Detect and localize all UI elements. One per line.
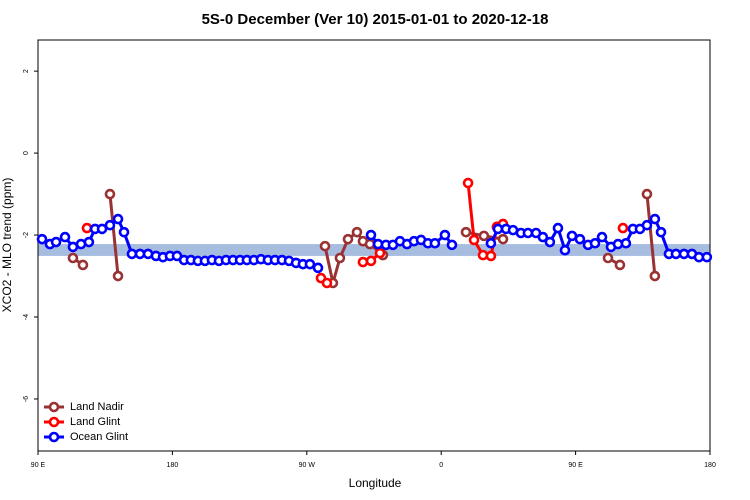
data-point [589, 237, 601, 249]
data-point [36, 233, 48, 245]
data-point [351, 226, 363, 238]
x-tick-label: 90 W [299, 462, 316, 469]
data-point [552, 222, 564, 234]
data-point [655, 226, 667, 238]
data-point [342, 233, 354, 245]
data-point [446, 239, 458, 251]
data-point [460, 226, 472, 238]
data-point [104, 188, 116, 200]
data-point [429, 237, 441, 249]
legend-label: Land Nadir [70, 401, 124, 413]
data-point [59, 231, 71, 243]
data-point [701, 251, 713, 263]
series-line [108, 193, 120, 277]
y-tick-label: -6 [23, 396, 30, 402]
y-tick-label: 2 [23, 69, 30, 73]
legend-label: Land Glint [70, 416, 120, 428]
data-point [574, 233, 586, 245]
legend-label: Ocean Glint [70, 431, 128, 443]
data-point [77, 259, 89, 271]
data-point [620, 237, 632, 249]
x-tick-label: 90 E [568, 462, 583, 469]
data-point [96, 223, 108, 235]
data-point [334, 252, 346, 264]
plot-frame [37, 39, 711, 452]
y-tick-label: -4 [23, 314, 30, 320]
data-point [478, 230, 490, 242]
data-point [497, 233, 509, 245]
data-point [374, 247, 386, 259]
data-point [485, 237, 497, 249]
data-point [365, 229, 377, 241]
data-point [649, 270, 661, 282]
x-tick-label: 180 [167, 462, 179, 469]
data-point [641, 188, 653, 200]
data-point [559, 244, 571, 256]
legend-swatch-marker [48, 416, 60, 428]
y-axis-label: XCO2 - MLO trend (ppm) [0, 178, 14, 313]
data-point [357, 256, 369, 268]
data-point [365, 255, 377, 267]
data-point [67, 252, 79, 264]
data-point [468, 234, 480, 246]
data-point [485, 250, 497, 262]
x-tick-label: 90 E [31, 462, 46, 469]
data-point [81, 222, 93, 234]
data-point [596, 231, 608, 243]
reference-band [38, 244, 710, 256]
y-tick-label: -2 [23, 232, 30, 238]
data-point [319, 240, 331, 252]
legend-swatch-marker [48, 431, 60, 443]
data-point [602, 252, 614, 264]
x-axis-label: Longitude [349, 476, 402, 490]
data-point [462, 177, 474, 189]
series-line [645, 193, 657, 277]
data-point [614, 259, 626, 271]
data-point [304, 258, 316, 270]
data-point [112, 270, 124, 282]
legend-swatch-marker [48, 401, 60, 413]
data-point [312, 262, 324, 274]
data-point [641, 219, 653, 231]
x-tick-label: 0 [439, 462, 443, 469]
data-point [617, 222, 629, 234]
data-point [537, 231, 549, 243]
data-point [50, 236, 62, 248]
y-tick-label: 0 [23, 151, 30, 155]
data-point [83, 236, 95, 248]
chart-title: 5S-0 December (Ver 10) 2015-01-01 to 202… [202, 11, 549, 28]
data-point [104, 219, 116, 231]
x-tick-label: 180 [704, 462, 716, 469]
data-point [439, 229, 451, 241]
data-point [321, 277, 333, 289]
data-point [649, 213, 661, 225]
data-point [118, 226, 130, 238]
data-point [544, 236, 556, 248]
data-point [112, 213, 124, 225]
